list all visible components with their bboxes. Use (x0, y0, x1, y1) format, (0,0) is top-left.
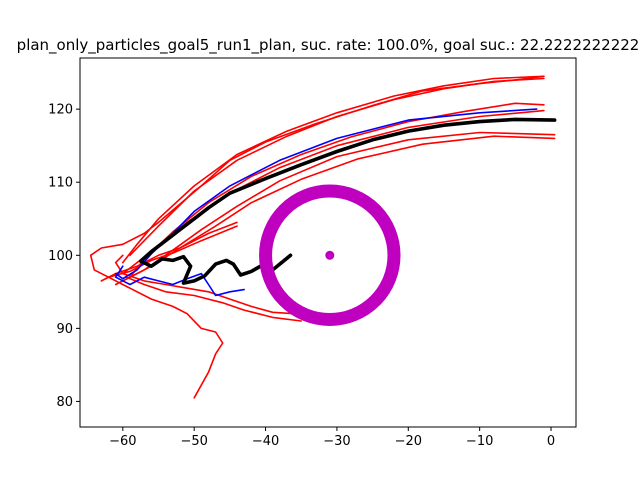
x-tick-label: −40 (252, 434, 279, 449)
x-tick-label: −10 (466, 434, 493, 449)
x-tick-label: −50 (180, 434, 207, 449)
plot-area (79, 57, 577, 428)
series-line-12 (114, 265, 245, 297)
data-layer (89, 75, 557, 399)
y-tick-label: 90 (56, 322, 73, 337)
y-tick-label: 100 (48, 249, 73, 264)
goal-center-marker (325, 250, 335, 260)
y-tick-label: 120 (48, 103, 73, 118)
x-tick-label: −60 (109, 434, 136, 449)
plot-frame (79, 57, 577, 428)
chart-title: plan_only_particles_goal5_run1_plan, suc… (17, 36, 640, 55)
goal-ring (259, 184, 401, 327)
series-line-11 (114, 108, 538, 280)
x-tick-label: −20 (395, 434, 422, 449)
series-line-10 (125, 276, 303, 322)
y-tick-label: 80 (56, 395, 73, 410)
x-tick-label: −30 (323, 434, 350, 449)
series-line-13 (138, 117, 557, 285)
axes: −60 −50 −40 −30 −20 −10 0 80 90 100 110 120 (48, 103, 555, 449)
series-line-7 (107, 225, 238, 279)
x-tick-label: 0 (547, 434, 555, 449)
series-line-8 (89, 75, 545, 399)
series-line-4 (122, 135, 556, 282)
y-tick-label: 110 (48, 176, 73, 191)
